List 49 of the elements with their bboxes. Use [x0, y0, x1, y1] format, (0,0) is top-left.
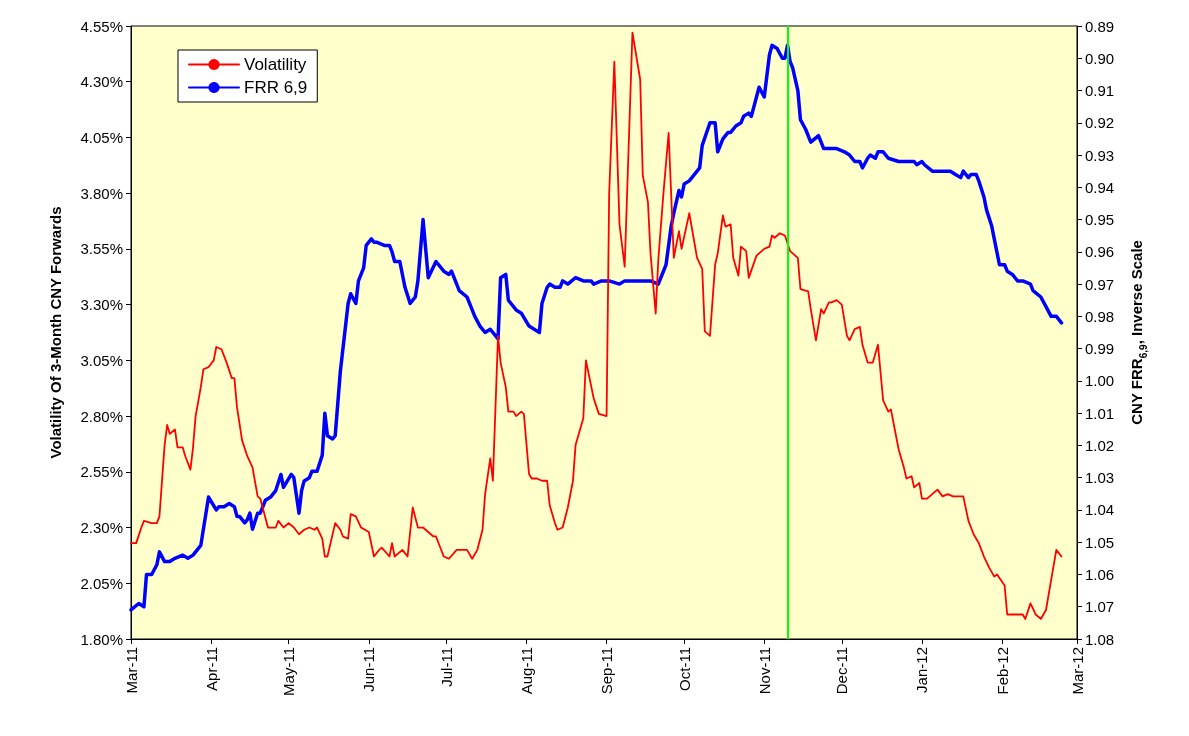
y2-tick-label: 1.07 — [1085, 598, 1115, 616]
x-tick-label: Mar-12 — [1068, 647, 1086, 695]
y-tick-label: 2.80% — [80, 407, 123, 425]
y2-tick-label: 0.93 — [1085, 146, 1115, 164]
x-tick-label: Sep-11 — [598, 647, 616, 695]
legend-label: FRR 6,9 — [244, 78, 308, 97]
y2-tick-label: 0.97 — [1085, 275, 1115, 293]
y-tick-label: 4.55% — [80, 17, 123, 35]
y2-tick-label: 0.94 — [1085, 178, 1115, 196]
x-tick-label: Jul-11 — [437, 647, 455, 687]
x-tick-label: Jun-11 — [360, 647, 378, 692]
x-tick-label: Feb-12 — [993, 647, 1011, 695]
y2-tick-label: 1.06 — [1085, 565, 1115, 583]
y2-tick-label: 1.01 — [1085, 404, 1115, 422]
y-tick-label: 3.80% — [80, 184, 123, 202]
y2-tick-label: 1.00 — [1085, 372, 1115, 390]
y-axis-title: Volatility Of 3-Month CNY Forwards — [47, 206, 64, 459]
y2-axis-title: CNY FRR6,9, Inverse Scale — [1128, 240, 1149, 425]
x-tick-label: May-11 — [280, 647, 298, 696]
y-tick-label: 3.30% — [80, 296, 123, 314]
y-tick-label: 4.05% — [80, 128, 123, 146]
y2-tick-label: 0.98 — [1085, 307, 1115, 325]
y-tick-label: 2.30% — [80, 519, 123, 537]
y-tick-label: 2.55% — [80, 463, 123, 481]
y-tick-label: 3.55% — [80, 240, 123, 258]
legend-label: Volatility — [244, 55, 307, 74]
y2-tick-label: 1.04 — [1085, 501, 1115, 519]
y2-tick-label: 0.95 — [1085, 211, 1115, 229]
x-tick-label: Dec-11 — [833, 647, 851, 695]
y2-tick-label: 0.90 — [1085, 49, 1115, 67]
y2-tick-label: 1.02 — [1085, 436, 1115, 454]
x-tick-label: Jan-12 — [913, 647, 931, 693]
y2-tick-label: 0.91 — [1085, 82, 1115, 100]
x-tick-label: Mar-11 — [122, 647, 140, 694]
y2-tick-label: 0.96 — [1085, 243, 1115, 261]
y2-tick-label: 1.03 — [1085, 469, 1115, 487]
y2-tick-label: 0.92 — [1085, 114, 1115, 132]
x-tick-label: Nov-11 — [755, 647, 773, 695]
y2-tick-label: 1.05 — [1085, 533, 1115, 551]
x-tick-label: Aug-11 — [517, 647, 535, 695]
y2-tick-label: 1.08 — [1085, 630, 1115, 648]
y2-tick-label: 0.99 — [1085, 340, 1115, 358]
y-tick-label: 2.05% — [80, 574, 123, 592]
y-tick-label: 4.30% — [80, 73, 123, 91]
x-tick-label: Oct-11 — [675, 647, 693, 691]
y-tick-label: 1.80% — [80, 630, 123, 648]
x-tick-label: Apr-11 — [202, 647, 220, 691]
y-tick-label: 3.05% — [80, 351, 123, 369]
y2-tick-label: 0.89 — [1085, 17, 1115, 35]
